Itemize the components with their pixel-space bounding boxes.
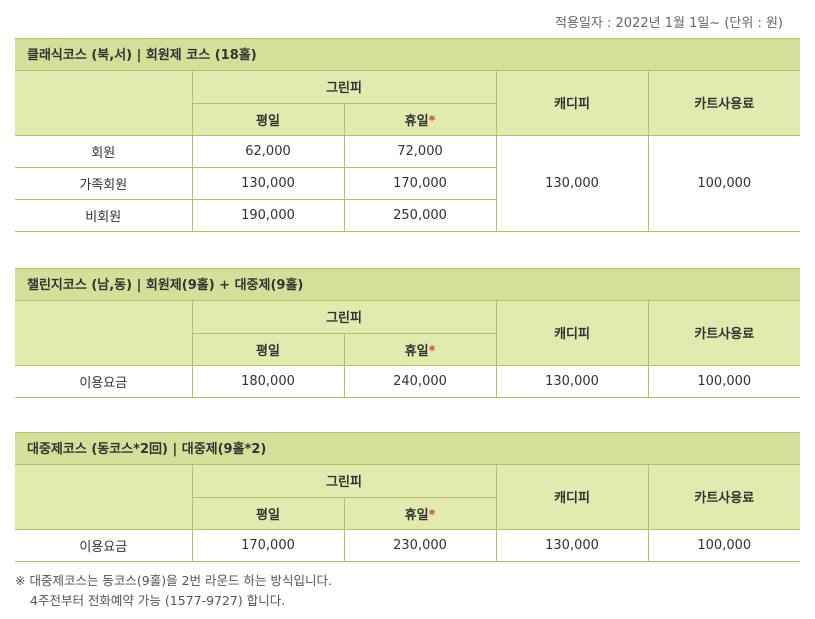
header-cart: 카트사용료 [647, 465, 801, 530]
header-weekday: 평일 [191, 497, 344, 530]
header-caddie: 캐디피 [495, 465, 649, 530]
row-label: 가족회원 [15, 167, 192, 200]
header-caddie: 캐디피 [495, 71, 649, 136]
header-green-fee: 그린피 [191, 465, 497, 498]
section-title: 챌린지코스 (남,동) | 회원제(9홀) + 대중제(9홀) [15, 268, 800, 301]
challenge-course-section: 챌린지코스 (남,동) | 회원제(9홀) + 대중제(9홀) 그린피 캐디피 … [15, 268, 801, 398]
weekday-fee: 170,000 [191, 529, 344, 562]
footnote-line-1: ※ 대중제코스는 동코스(9홀)을 2번 라운드 하는 방식입니다. [15, 573, 332, 588]
header-blank [15, 71, 192, 136]
section-title: 대중제코스 (동코스*2回) | 대중제(9홀*2) [15, 432, 800, 465]
classic-course-section: 클래식코스 (북,서) | 회원제 코스 (18홀) 그린피 캐디피 카트사용료… [15, 38, 801, 232]
section-title: 클래식코스 (북,서) | 회원제 코스 (18홀) [15, 38, 800, 71]
holiday-asterisk: * [428, 343, 436, 359]
cart-fee: 100,000 [647, 135, 801, 232]
weekday-fee: 62,000 [191, 135, 344, 168]
holiday-fee: 170,000 [343, 167, 497, 200]
header-cart: 카트사용료 [647, 301, 801, 366]
header-weekday: 평일 [191, 103, 344, 136]
holiday-fee: 250,000 [343, 199, 497, 232]
header-blank [15, 465, 192, 530]
header-holiday: 휴일* [343, 497, 497, 530]
holiday-fee: 230,000 [343, 529, 497, 562]
caddie-fee: 130,000 [495, 365, 649, 398]
cart-fee: 100,000 [647, 529, 801, 562]
row-label: 이용요금 [15, 365, 192, 398]
header-weekday: 평일 [191, 333, 344, 366]
holiday-asterisk: * [428, 507, 436, 523]
weekday-fee: 180,000 [191, 365, 344, 398]
table-row: 이용요금 180,000 240,000 130,000 100,000 [15, 365, 801, 398]
table-row: 이용요금 170,000 230,000 130,000 100,000 [15, 529, 801, 562]
fee-table: 그린피 캐디피 카트사용료 평일 휴일* 이용요금 170,000 230,00… [15, 465, 801, 562]
row-label: 비회원 [15, 199, 192, 232]
header-holiday: 휴일* [343, 333, 497, 366]
header-cart: 카트사용료 [647, 71, 801, 136]
header-holiday: 휴일* [343, 103, 497, 136]
holiday-fee: 72,000 [343, 135, 497, 168]
header-green-fee: 그린피 [191, 71, 497, 104]
caddie-fee: 130,000 [495, 135, 649, 232]
header-green-fee: 그린피 [191, 301, 497, 334]
effective-date-note: 적용일자 : 2022년 1월 1일~ (단위 : 원) [555, 16, 783, 31]
header-caddie: 캐디피 [495, 301, 649, 366]
row-label: 회원 [15, 135, 192, 168]
cart-fee: 100,000 [647, 365, 801, 398]
fee-table: 그린피 캐디피 카트사용료 평일 휴일* 회원 62,000 72,000 13… [15, 71, 801, 232]
holiday-asterisk: * [428, 113, 436, 129]
table-row: 비회원 190,000 250,000 [15, 199, 800, 232]
fee-table: 그린피 캐디피 카트사용료 평일 휴일* 이용요금 180,000 240,00… [15, 301, 801, 398]
header-blank [15, 301, 192, 366]
footnote-line-2: 4주전부터 전화예약 가능 (1577-9727) 합니다. [30, 593, 286, 608]
public-course-section: 대중제코스 (동코스*2回) | 대중제(9홀*2) 그린피 캐디피 카트사용료… [15, 432, 801, 562]
table-row: 회원 62,000 72,000 130,000 100,000 [15, 135, 801, 232]
table-row: 가족회원 130,000 170,000 [15, 167, 800, 200]
weekday-fee: 190,000 [191, 199, 344, 232]
row-label: 이용요금 [15, 529, 192, 562]
holiday-fee: 240,000 [343, 365, 497, 398]
caddie-fee: 130,000 [495, 529, 649, 562]
footnote: ※ 대중제코스는 동코스(9홀)을 2번 라운드 하는 방식입니다. 4주전부터… [15, 571, 332, 611]
weekday-fee: 130,000 [191, 167, 344, 200]
